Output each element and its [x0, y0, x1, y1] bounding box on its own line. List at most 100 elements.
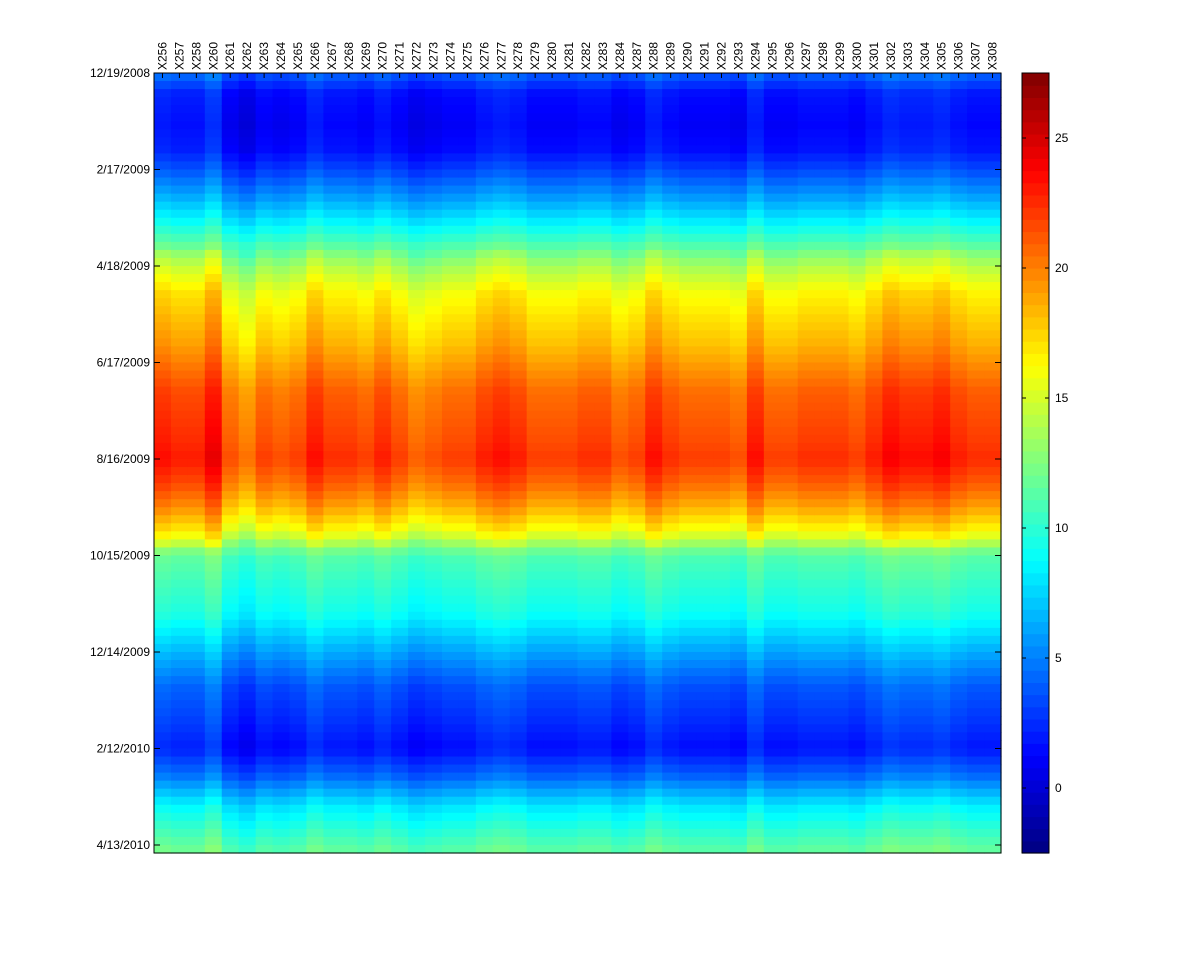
heatmap-cell: [950, 410, 968, 420]
heatmap-cell: [933, 410, 951, 420]
heatmap-cell: [425, 716, 443, 725]
heatmap-cell: [187, 81, 206, 90]
heatmap-cell: [577, 394, 596, 404]
heatmap-cell: [509, 611, 528, 621]
heatmap-cell: [967, 338, 985, 347]
heatmap-cell: [170, 217, 189, 227]
heatmap-cell: [967, 700, 985, 709]
heatmap-cell: [441, 772, 460, 782]
heatmap-cell: [916, 201, 934, 211]
heatmap-cell: [492, 804, 511, 814]
heatmap-cell: [492, 306, 511, 315]
heatmap-cell: [679, 137, 697, 146]
heatmap-cell: [865, 410, 884, 420]
heatmap-cell: [272, 265, 291, 275]
heatmap-cell: [763, 410, 782, 420]
heatmap-cell: [984, 844, 1002, 854]
heatmap-cell: [865, 314, 884, 323]
heatmap-cell: [408, 515, 426, 524]
heatmap-cell: [594, 265, 612, 275]
heatmap-cell: [594, 539, 612, 549]
heatmap-cell: [255, 651, 274, 661]
heatmap-cell: [340, 748, 358, 758]
heatmap-cell: [340, 515, 358, 524]
heatmap-cell: [357, 418, 375, 428]
heatmap-cell: [763, 113, 782, 122]
heatmap-cell: [933, 692, 951, 701]
heatmap-cell: [323, 700, 341, 709]
heatmap-cell: [763, 145, 782, 155]
heatmap-cell: [272, 257, 291, 267]
heatmap-cell: [323, 217, 341, 227]
heatmap-cell: [289, 635, 308, 645]
heatmap-cell: [950, 81, 968, 90]
heatmap-cell: [814, 660, 833, 669]
heatmap-cell: [696, 105, 714, 114]
heatmap-cell: [967, 265, 985, 275]
heatmap-cell: [577, 193, 596, 203]
heatmap-cell: [526, 732, 545, 742]
heatmap-cell: [408, 265, 426, 275]
heatmap-cell: [154, 330, 172, 339]
heatmap-cell: [272, 780, 291, 790]
heatmap-cell: [509, 209, 528, 219]
heatmap-cell: [746, 241, 765, 251]
heatmap-cell: [797, 483, 816, 492]
x-tick-label: X262: [240, 42, 254, 70]
heatmap-cell: [475, 651, 494, 661]
heatmap-cell: [526, 121, 545, 130]
heatmap-cell: [797, 571, 816, 581]
heatmap-cell: [492, 129, 511, 138]
heatmap-cell: [543, 523, 562, 532]
heatmap-cell: [526, 306, 545, 315]
heatmap-cell: [679, 298, 697, 307]
heatmap-cell: [696, 241, 714, 251]
heatmap-cell: [713, 282, 731, 291]
heatmap-cell: [187, 483, 206, 492]
heatmap-cell: [391, 274, 409, 283]
heatmap-cell: [221, 346, 240, 356]
heatmap-cell: [865, 233, 884, 243]
heatmap-cell: [289, 507, 308, 516]
heatmap-cell: [628, 249, 646, 259]
heatmap-cell: [458, 467, 477, 476]
heatmap-cell: [340, 394, 358, 404]
heatmap-cell: [831, 716, 850, 725]
heatmap-cell: [729, 563, 748, 573]
heatmap-cell: [543, 796, 562, 806]
heatmap-cell: [475, 764, 494, 774]
heatmap-cell: [950, 812, 968, 822]
heatmap-cell: [289, 274, 308, 283]
heatmap-cell: [560, 507, 579, 516]
heatmap-cell: [272, 579, 291, 589]
heatmap-cell: [560, 265, 579, 275]
heatmap-cell: [882, 410, 900, 420]
heatmap-cell: [204, 491, 223, 500]
heatmap-cell: [577, 418, 596, 428]
heatmap-cell: [509, 780, 528, 790]
heatmap-cell: [780, 257, 799, 267]
heatmap-cell: [323, 274, 341, 283]
heatmap-cell: [848, 370, 867, 380]
heatmap-cell: [391, 233, 409, 243]
colorbar-swatch: [1022, 731, 1049, 744]
heatmap-cell: [899, 844, 917, 854]
heatmap-cell: [984, 153, 1002, 163]
heatmap-cell: [475, 185, 494, 195]
heatmap-cell: [560, 684, 579, 693]
heatmap-cell: [204, 121, 223, 130]
heatmap-cell: [967, 322, 985, 331]
heatmap-cell: [458, 515, 477, 524]
heatmap-cell: [662, 217, 680, 227]
heatmap-cell: [882, 129, 900, 138]
heatmap-cell: [746, 547, 765, 557]
heatmap-cell: [916, 635, 934, 645]
heatmap-cell: [238, 483, 257, 492]
heatmap-cell: [899, 81, 917, 90]
heatmap-cell: [425, 579, 443, 589]
heatmap-cell: [713, 491, 731, 500]
heatmap-cell: [831, 217, 850, 227]
heatmap-cell: [679, 394, 697, 404]
heatmap-cell: [255, 442, 274, 452]
heatmap-cell: [746, 185, 765, 195]
